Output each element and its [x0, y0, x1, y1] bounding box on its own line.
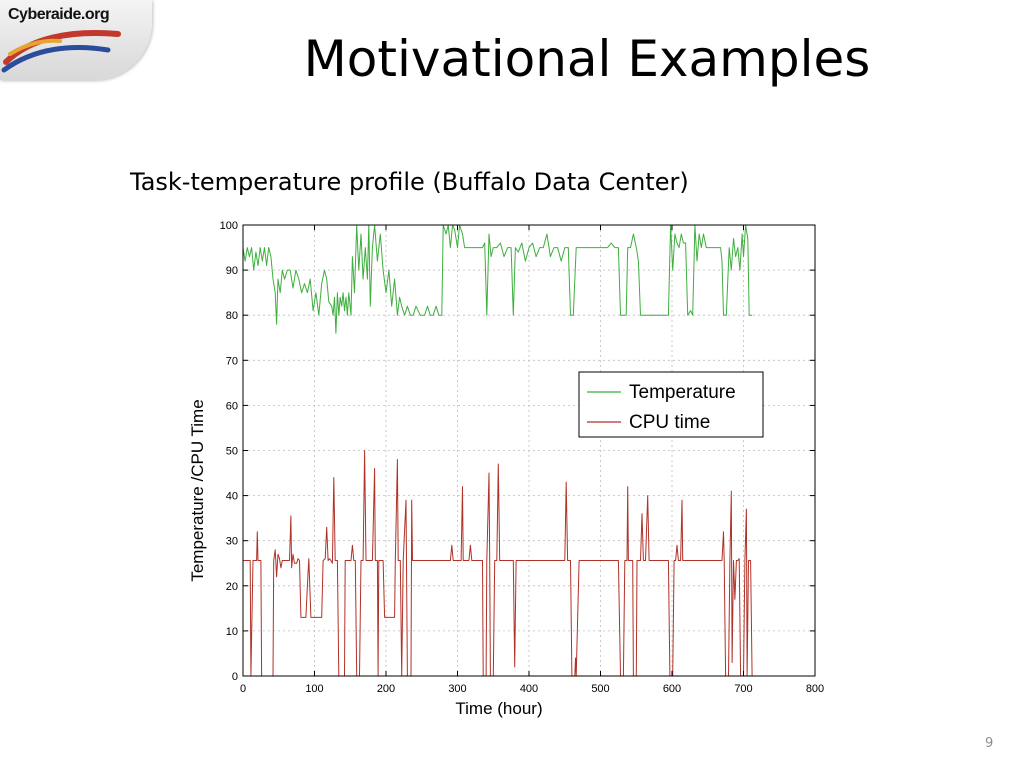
x-tick-label: 500	[591, 683, 609, 695]
cyberaide-logo: Cyberaide.org	[0, 0, 152, 80]
y-tick-label: 20	[226, 581, 238, 593]
slide-title: Motivational Examples	[303, 30, 871, 88]
logo-text: Cyberaide.org	[8, 6, 110, 23]
x-tick-label: 200	[377, 683, 395, 695]
slide-subtitle: Task-temperature profile (Buffalo Data C…	[130, 168, 689, 196]
y-tick-label: 0	[232, 671, 238, 683]
series-line-cpu-time	[243, 450, 753, 677]
x-tick-label: 100	[305, 683, 323, 695]
series-line-temperature	[242, 224, 753, 334]
temperature-cpu-chart: 0 100 200 300 400 500 600 700 800 0 10 20 30 40 50 60 70…	[188, 220, 825, 718]
y-axis-label: Temperature /CPU Time	[188, 399, 207, 581]
ticks: 0 100 200 300 400 500 600 700 800 0 10 20 30 40 50 60 70…	[220, 220, 825, 695]
grid-lines	[243, 225, 815, 676]
y-tick-label: 10	[226, 626, 238, 638]
y-tick-label: 60	[226, 400, 238, 412]
y-tick-label: 80	[226, 310, 238, 322]
y-tick-label: 50	[226, 446, 238, 458]
legend-label-temperature: Temperature	[629, 382, 736, 403]
logo-swoosh-icon	[1, 30, 121, 73]
legend-label-cpu-time: CPU time	[629, 412, 710, 433]
series-layer	[242, 224, 753, 677]
y-tick-label: 40	[226, 491, 238, 503]
x-tick-label: 700	[734, 683, 752, 695]
slide-number: 9	[985, 736, 994, 751]
x-axis-label: Time (hour)	[455, 699, 542, 718]
y-tick-label: 30	[226, 536, 238, 548]
y-tick-label: 70	[226, 355, 238, 367]
y-tick-label: 90	[226, 265, 238, 277]
chart-legend: Temperature CPU time	[578, 371, 764, 438]
x-tick-label: 600	[663, 683, 681, 695]
x-tick-label: 400	[520, 683, 538, 695]
legend-box	[578, 371, 764, 438]
x-tick-label: 300	[448, 683, 466, 695]
x-tick-label: 800	[806, 683, 824, 695]
y-tick-label: 100	[220, 220, 238, 232]
x-tick-label: 0	[240, 683, 246, 695]
